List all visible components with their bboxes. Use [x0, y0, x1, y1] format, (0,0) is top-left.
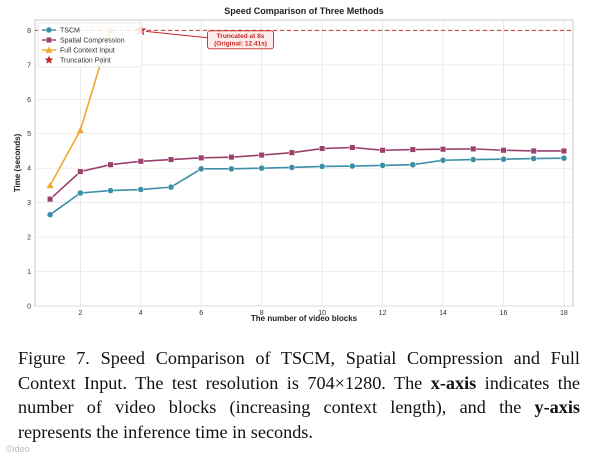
data-point — [198, 154, 205, 161]
y-tick-label: 1 — [27, 269, 31, 276]
data-point — [167, 156, 175, 163]
data-point — [77, 189, 84, 197]
data-point — [107, 187, 114, 194]
caption-text-part1: Speed Comparison of TSCM, Spatial Compre… — [18, 348, 580, 393]
data-point — [439, 156, 447, 164]
y-tick-label: 7 — [27, 62, 31, 69]
data-point — [288, 149, 295, 156]
chart-area: 2 4 6 8 10 12 14 16 18 0 1 2 3 4 5 6 7 8 Speed Comparison … — [13, 6, 574, 323]
caption-xaxis: x-axis — [430, 372, 477, 393]
data-point — [76, 126, 84, 134]
annotation-text: (Original: 12.41s) — [214, 40, 267, 47]
legend-star-marker — [44, 55, 54, 64]
legend-box — [37, 22, 143, 68]
x-tick-label: 8 — [260, 310, 264, 317]
data-point — [228, 165, 235, 173]
caption-text-part2: indicates the number of video blocks (in… — [18, 372, 580, 418]
x-tick-label: 16 — [500, 310, 508, 317]
legend-marker — [45, 46, 53, 53]
data-point — [137, 186, 145, 193]
chart-title: Speed Comparison of Three Methods — [224, 6, 384, 16]
data-point — [530, 155, 537, 162]
x-tick-label: 2 — [78, 310, 82, 317]
y-tick-label: 8 — [27, 28, 31, 35]
x-axis-label: The number of video blocks — [251, 314, 358, 323]
data-point — [46, 181, 54, 189]
caption-figure-label: Figure 7. — [18, 348, 90, 368]
data-point — [47, 196, 54, 203]
data-point — [560, 147, 567, 154]
data-point — [46, 211, 54, 218]
data-point — [167, 183, 175, 191]
legend-label: Truncation Point — [60, 58, 111, 65]
data-point — [258, 164, 265, 172]
legend-marker — [45, 26, 53, 34]
data-point — [228, 154, 235, 161]
annotation-text: Truncated at 8s — [217, 33, 265, 40]
y-tick-label: 4 — [27, 166, 31, 173]
data-point — [470, 145, 477, 152]
data-point — [349, 162, 356, 170]
data-point — [530, 147, 537, 154]
caption-text-part3: represents the inference time in seconds… — [18, 421, 313, 442]
watermark: ©ideo — [6, 444, 30, 454]
legend-label: Full Context Input — [60, 48, 115, 55]
data-point — [107, 161, 114, 168]
data-point — [197, 165, 205, 173]
x-tick-label: 14 — [439, 310, 447, 317]
data-point — [349, 144, 356, 151]
x-tick-label: 10 — [318, 310, 326, 317]
data-point — [560, 154, 568, 162]
caption-yaxis: y-axis — [534, 397, 580, 417]
data-point — [77, 168, 84, 175]
data-point — [319, 145, 326, 152]
data-point — [470, 156, 477, 163]
annotation-box — [207, 30, 274, 50]
data-point — [379, 162, 386, 169]
legend-label: Spatial Compression — [60, 38, 125, 45]
data-point — [500, 147, 507, 154]
annotation-arrow — [145, 30, 208, 39]
data-point — [318, 163, 326, 170]
y-axis-label: Time (seconds) — [13, 133, 22, 192]
data-point — [439, 146, 447, 153]
data-point — [409, 161, 417, 168]
y-tick-label: 5 — [27, 131, 31, 138]
y-tick-label: 0 — [27, 304, 31, 311]
y-tick-label: 2 — [27, 235, 31, 242]
x-tick-label: 18 — [560, 310, 568, 317]
x-tick-label: 6 — [199, 310, 203, 317]
data-point — [409, 146, 416, 153]
x-tick-label: 12 — [379, 310, 387, 317]
data-point — [500, 155, 507, 163]
x-tick-label: 4 — [139, 310, 143, 317]
y-tick-label: 6 — [27, 97, 31, 104]
series-line — [49, 157, 564, 216]
legend-label: TSCM — [60, 28, 80, 35]
legend-marker — [45, 36, 53, 44]
data-point — [137, 158, 144, 165]
series-line — [49, 146, 564, 200]
data-point — [258, 152, 265, 159]
figure-caption: Figure 7. Speed Comparison of TSCM, Spat… — [18, 346, 580, 444]
data-point — [288, 164, 296, 171]
data-point — [379, 147, 386, 154]
y-tick-label: 3 — [27, 200, 31, 207]
